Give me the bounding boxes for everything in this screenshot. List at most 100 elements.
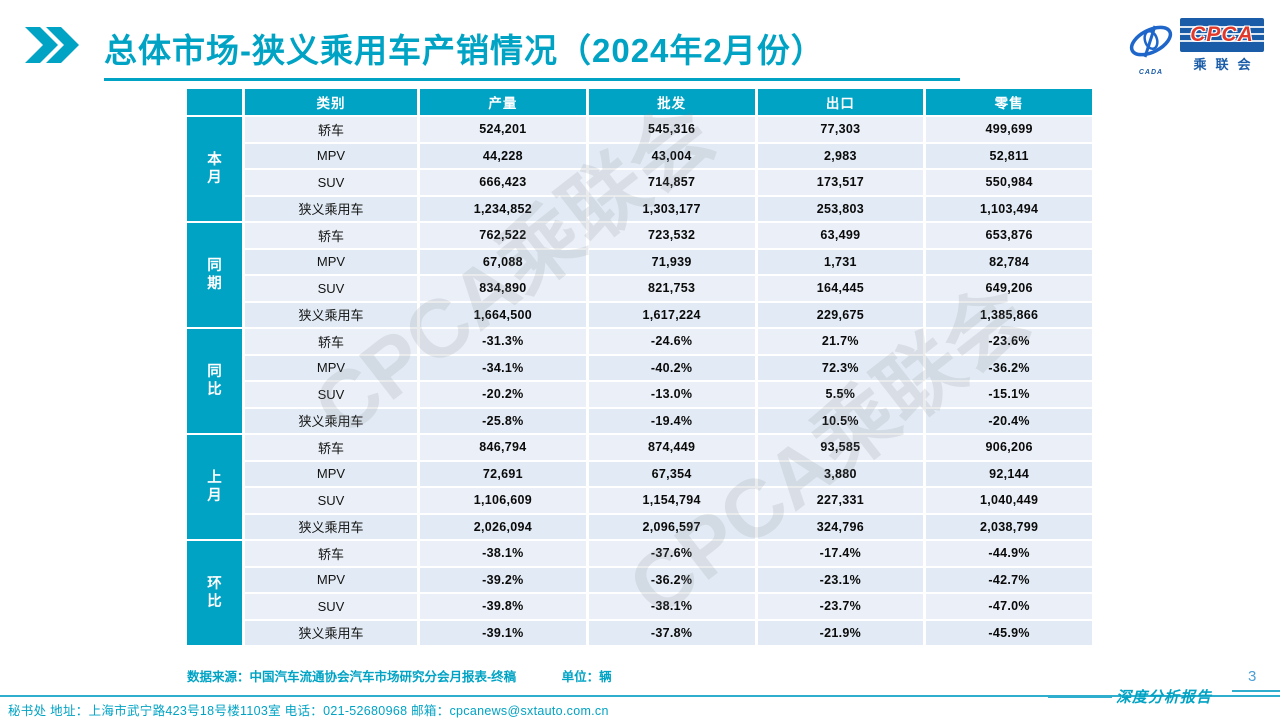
value-cell: 92,144	[926, 461, 1092, 486]
value-cell: 67,354	[588, 461, 755, 486]
value-cell: 5.5%	[757, 382, 924, 407]
value-cell: -34.1%	[420, 355, 586, 380]
value-cell: 545,316	[588, 117, 755, 142]
header-export: 出口	[757, 89, 924, 115]
value-cell: -13.0%	[588, 382, 755, 407]
value-cell: -36.2%	[926, 355, 1092, 380]
value-cell: 834,890	[420, 276, 586, 301]
value-cell: 3,880	[757, 461, 924, 486]
table-row: MPV -34.1% -40.2% 72.3% -36.2%	[245, 355, 1092, 380]
header-production: 产量	[420, 89, 586, 115]
value-cell: 550,984	[926, 170, 1092, 195]
table-row: 轿车 762,522 723,532 63,499 653,876	[245, 223, 1092, 248]
value-cell: -21.9%	[757, 620, 924, 645]
category-cell: SUV	[245, 488, 417, 513]
table-row: MPV 44,228 43,004 2,983 52,811	[245, 143, 1092, 168]
category-cell: 狭义乘用车	[245, 196, 417, 221]
table-row: 狭义乘用车 -39.1% -37.8% -21.9% -45.9%	[245, 620, 1092, 645]
table-row: 狭义乘用车 1,234,852 1,303,177 253,803 1,103,494	[245, 196, 1092, 221]
value-cell: 649,206	[926, 276, 1092, 301]
value-cell: -17.4%	[757, 541, 924, 566]
category-cell: 轿车	[245, 223, 417, 248]
value-cell: 906,206	[926, 435, 1092, 460]
category-cell: MPV	[245, 355, 417, 380]
category-cell: SUV	[245, 594, 417, 619]
value-cell: -44.9%	[926, 541, 1092, 566]
value-cell: 524,201	[420, 117, 586, 142]
value-cell: 67,088	[420, 249, 586, 274]
table-row: MPV 67,088 71,939 1,731 82,784	[245, 249, 1092, 274]
value-cell: 2,026,094	[420, 514, 586, 539]
unit-label: 单位：辆	[561, 670, 612, 684]
value-cell: 1,664,500	[420, 302, 586, 327]
value-cell: 77,303	[757, 117, 924, 142]
value-cell: 324,796	[757, 514, 924, 539]
table-group: 上月轿车 846,794 874,449 93,585 906,206 MPV 72,691…	[187, 435, 1092, 539]
value-cell: 499,699	[926, 117, 1092, 142]
category-cell: MPV	[245, 567, 417, 592]
value-cell: -38.1%	[420, 541, 586, 566]
footer-contact-info: 秘书处 地址：上海市武宁路423号18号楼1103室 电话：021-526809…	[8, 704, 609, 718]
value-cell: 227,331	[757, 488, 924, 513]
table-row: SUV -39.8% -38.1% -23.7% -47.0%	[245, 594, 1092, 619]
value-cell: 10.5%	[757, 408, 924, 433]
value-cell: 653,876	[926, 223, 1092, 248]
table-group: 同期轿车 762,522 723,532 63,499 653,876 MPV 67,088…	[187, 223, 1092, 327]
value-cell: -39.2%	[420, 567, 586, 592]
value-cell: 1,103,494	[926, 196, 1092, 221]
category-cell: SUV	[245, 382, 417, 407]
header-wholesale: 批发	[588, 89, 755, 115]
value-cell: -24.6%	[588, 329, 755, 354]
table-header-row: 类别 产量 批发 出口 零售	[187, 89, 1092, 115]
category-cell: MPV	[245, 143, 417, 168]
value-cell: 714,857	[588, 170, 755, 195]
table-group: 环比轿车 -38.1% -37.6% -17.4% -44.9% MPV -39.2% -36…	[187, 541, 1092, 645]
value-cell: -20.4%	[926, 408, 1092, 433]
cada-swoosh-icon	[1129, 25, 1173, 58]
category-cell: 轿车	[245, 541, 417, 566]
table-body: 本月轿车 524,201 545,316 77,303 499,699 MPV 44,228…	[187, 117, 1092, 645]
group-label: 本月	[187, 117, 242, 221]
table-row: 狭义乘用车 2,026,094 2,096,597 324,796 2,038,799	[245, 514, 1092, 539]
table-row: SUV 666,423 714,857 173,517 550,984	[245, 170, 1092, 195]
value-cell: -15.1%	[926, 382, 1092, 407]
report-tagline: 深度分析报告	[1116, 688, 1213, 706]
tagline-right-rule	[1232, 690, 1280, 692]
table-row: SUV -20.2% -13.0% 5.5% -15.1%	[245, 382, 1092, 407]
production-sales-table: 类别 产量 批发 出口 零售 本月轿车 524,201 545,316 77,303 4…	[187, 89, 1092, 647]
value-cell: 2,096,597	[588, 514, 755, 539]
header-category: 类别	[245, 89, 417, 115]
cada-text: CADA	[1138, 69, 1164, 76]
group-label: 环比	[187, 541, 242, 645]
value-cell: 1,303,177	[588, 196, 755, 221]
table-row: SUV 1,106,609 1,154,794 227,331 1,040,449	[245, 488, 1092, 513]
value-cell: -37.8%	[588, 620, 755, 645]
value-cell: 21.7%	[757, 329, 924, 354]
value-cell: -36.2%	[588, 567, 755, 592]
header-retail: 零售	[926, 89, 1092, 115]
category-cell: 狭义乘用车	[245, 514, 417, 539]
cpca-logo-right: CPCA 乘联会	[1180, 18, 1264, 73]
value-cell: 63,499	[757, 223, 924, 248]
value-cell: -39.1%	[420, 620, 586, 645]
group-label: 同比	[187, 329, 242, 433]
value-cell: 821,753	[588, 276, 755, 301]
value-cell: -38.1%	[588, 594, 755, 619]
value-cell: -40.2%	[588, 355, 755, 380]
page-number: 3	[1248, 668, 1257, 685]
table-row: 狭义乘用车 -25.8% -19.4% 10.5% -20.4%	[245, 408, 1092, 433]
value-cell: -39.8%	[420, 594, 586, 619]
source-note: 数据来源：中国汽车流通协会汽车市场研究分会月报表-终稿 单位：辆	[187, 666, 612, 685]
cpca-logo: CADA CPCA 乘联会	[1126, 18, 1266, 76]
value-cell: 666,423	[420, 170, 586, 195]
page-title: 总体市场-狭义乘用车产销情况（2024年2月份）	[104, 24, 960, 81]
value-cell: -20.2%	[420, 382, 586, 407]
table-row: 轿车 846,794 874,449 93,585 906,206	[245, 435, 1092, 460]
cada-logo-mark: CADA	[1126, 24, 1176, 76]
value-cell: 44,228	[420, 143, 586, 168]
value-cell: 1,617,224	[588, 302, 755, 327]
table-corner-cell	[187, 89, 242, 115]
value-cell: -37.6%	[588, 541, 755, 566]
value-cell: 93,585	[757, 435, 924, 460]
value-cell: 846,794	[420, 435, 586, 460]
